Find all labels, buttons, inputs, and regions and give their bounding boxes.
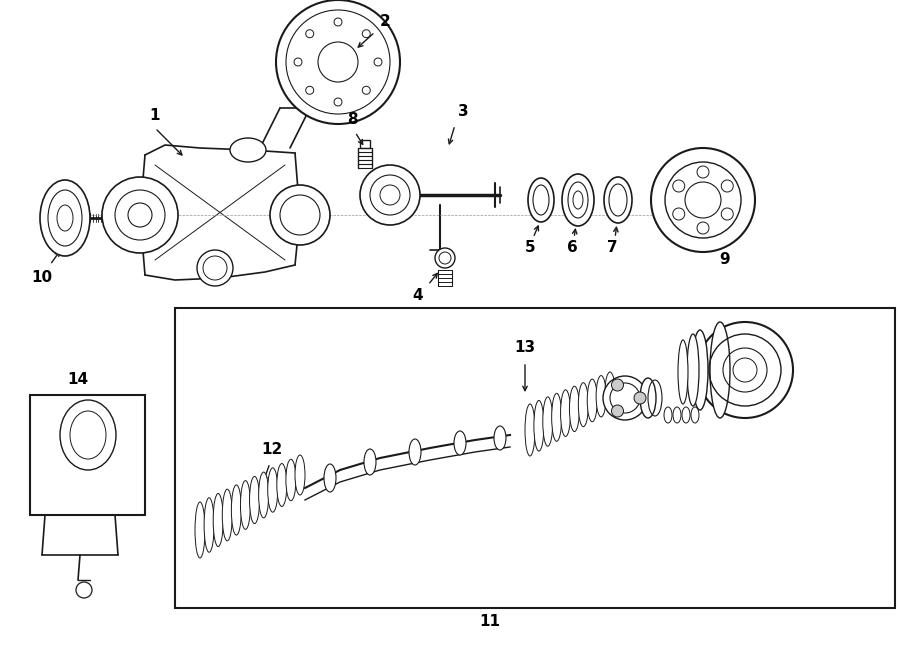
Ellipse shape [267,468,278,512]
Circle shape [435,248,455,268]
Ellipse shape [692,330,708,410]
Text: 10: 10 [32,270,52,286]
Circle shape [603,376,647,420]
Ellipse shape [277,463,287,506]
Ellipse shape [691,407,699,423]
Text: 11: 11 [480,615,500,629]
Circle shape [697,322,793,418]
Ellipse shape [664,407,672,423]
Circle shape [611,379,624,391]
Text: 3: 3 [458,104,468,120]
Bar [360,140,370,148]
Ellipse shape [60,400,116,470]
Ellipse shape [579,383,589,426]
Ellipse shape [195,502,205,558]
Ellipse shape [528,178,554,222]
Text: 12: 12 [261,442,283,457]
Text: 1: 1 [149,108,160,122]
Ellipse shape [682,407,690,423]
Text: 7: 7 [607,241,617,256]
Ellipse shape [295,455,305,495]
Circle shape [360,165,420,225]
Circle shape [611,405,624,417]
Ellipse shape [543,397,553,446]
Ellipse shape [213,494,223,547]
Ellipse shape [286,459,296,501]
Ellipse shape [604,177,632,223]
Ellipse shape [687,334,699,406]
Bar [30,395,145,515]
Ellipse shape [324,464,336,492]
Circle shape [76,582,92,598]
Circle shape [102,177,178,253]
Ellipse shape [40,180,90,256]
Ellipse shape [534,401,544,451]
Circle shape [651,148,755,252]
Ellipse shape [240,481,250,529]
Ellipse shape [605,372,615,412]
Circle shape [270,185,330,245]
Ellipse shape [525,404,535,456]
Text: 14: 14 [68,373,88,387]
Ellipse shape [231,485,241,535]
Circle shape [634,392,646,404]
Ellipse shape [678,340,688,404]
Circle shape [276,0,400,124]
Text: 4: 4 [413,288,423,303]
Ellipse shape [204,498,214,553]
Ellipse shape [640,378,656,418]
Ellipse shape [258,472,268,518]
Ellipse shape [494,426,506,450]
Bar [175,308,895,608]
Ellipse shape [570,386,580,432]
Ellipse shape [710,322,730,418]
Text: 6: 6 [567,241,578,256]
Ellipse shape [587,379,598,422]
Ellipse shape [562,174,594,226]
Ellipse shape [364,449,376,475]
Text: 9: 9 [720,253,730,268]
Text: 13: 13 [515,340,536,356]
Text: 8: 8 [346,112,357,128]
Ellipse shape [673,407,681,423]
Ellipse shape [552,393,562,442]
Circle shape [197,250,233,286]
Text: 2: 2 [380,15,391,30]
Ellipse shape [230,138,266,162]
Ellipse shape [409,439,421,465]
Ellipse shape [596,375,606,417]
Ellipse shape [222,489,232,541]
Ellipse shape [249,477,259,524]
Ellipse shape [454,431,466,455]
Text: 5: 5 [525,241,535,256]
Ellipse shape [561,390,571,436]
